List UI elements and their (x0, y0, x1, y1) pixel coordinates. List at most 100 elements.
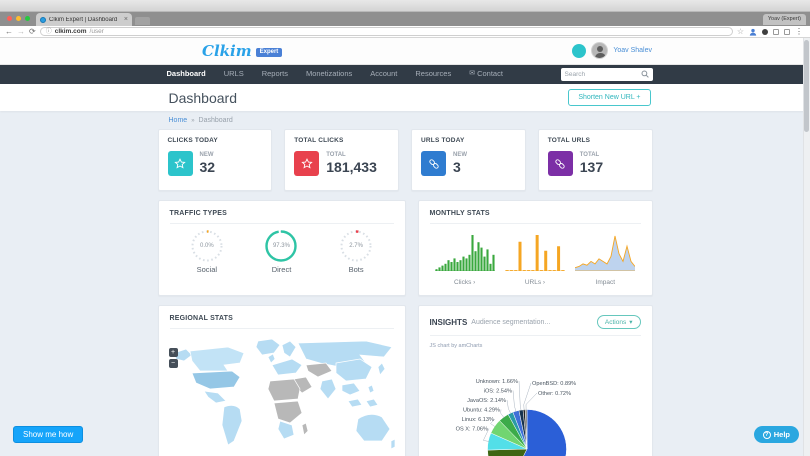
card-total-urls: TOTAL URLS TOTAL 137 (537, 129, 653, 191)
nav-item-account[interactable]: Account (370, 69, 398, 78)
regional-stats-card: REGIONAL STATS + − (157, 305, 406, 456)
card-urls-today: URLS TODAY NEW 3 (411, 129, 526, 191)
browser-menu-icon[interactable]: ⋮ (795, 26, 803, 36)
insights-subtitle: Audience segmentation... (471, 318, 551, 326)
map-zoom-controls: + − (168, 348, 178, 368)
stat-card-label: NEW (453, 152, 467, 158)
url-domain: clkim.com (54, 28, 87, 35)
urls-link[interactable]: URLs › (524, 279, 546, 286)
tab-close-icon[interactable]: × (123, 15, 128, 23)
actions-button[interactable]: Actions ▾ (596, 315, 641, 329)
extension-square-icon[interactable] (784, 28, 790, 35)
mini-chart-clicks: Clicks › (434, 233, 495, 286)
extension-square-icon[interactable] (773, 28, 779, 35)
nav-item-contact-label: Contact (477, 69, 503, 78)
svg-text:JavaOS: 2.14%: JavaOS: 2.14% (467, 398, 506, 404)
shorten-new-url-button[interactable]: Shorten New URL + (568, 89, 651, 106)
browser-profile-chip[interactable]: Yoav (Expert) (762, 14, 806, 25)
tab-title: Clkim Expert | Dashboard (49, 16, 118, 23)
nav-item-resources[interactable]: Resources (415, 69, 452, 78)
zoom-out-button[interactable]: − (168, 359, 178, 368)
zoom-in-button[interactable]: + (168, 348, 178, 357)
stat-cards-row: CLICKS TODAY NEW 32 TOTAL CLICKS TOTAL (157, 129, 653, 191)
nav-item-dashboard[interactable]: Dashboard (166, 69, 206, 78)
search-input[interactable] (564, 70, 641, 78)
logo-text: Clkim (202, 42, 252, 60)
divider (169, 328, 394, 329)
refresh-icon[interactable]: ⟳ (29, 26, 36, 36)
browser-tab[interactable]: Clkim Expert | Dashboard × (36, 13, 132, 26)
world-map[interactable] (170, 337, 396, 453)
gauge-bots: 2.7% Bots (324, 229, 388, 274)
profile-person-icon[interactable] (749, 28, 757, 36)
stat-card-label: TOTAL (579, 152, 600, 158)
gauge-label: Direct (271, 265, 292, 274)
divider (429, 223, 641, 224)
divider (429, 335, 641, 336)
extension-icon[interactable] (762, 28, 768, 35)
nav-search (560, 67, 653, 81)
impact-label: Impact (595, 279, 616, 286)
page-title-bar: Dashboard Shorten New URL + (0, 84, 810, 111)
clicks-bar-chart (434, 235, 495, 271)
help-button[interactable]: ? Help (753, 426, 799, 443)
nav-item-contact[interactable]: ✉ Contact (460, 64, 512, 84)
breadcrumb-separator: » (191, 117, 195, 124)
question-mark-icon: ? (762, 430, 771, 439)
bookmark-star-icon[interactable]: ☆ (736, 26, 744, 36)
minimize-window-icon[interactable] (16, 16, 21, 21)
window-title-bar (0, 0, 810, 12)
page-title: Dashboard (168, 89, 238, 106)
avatar[interactable] (591, 42, 609, 59)
nav-item-reports[interactable]: Reports (261, 69, 288, 78)
window-controls[interactable] (7, 16, 30, 21)
back-icon[interactable]: ← (5, 26, 13, 36)
gauge-label: Social (196, 265, 218, 274)
maximize-window-icon[interactable] (25, 16, 30, 21)
site-info-icon[interactable]: ⓘ (45, 28, 52, 35)
scrollbar-thumb[interactable] (804, 40, 809, 132)
forward-icon[interactable]: → (17, 26, 25, 36)
new-tab-button[interactable] (135, 17, 150, 25)
gauge-ring-social (191, 230, 223, 262)
scrollbar-track[interactable] (803, 38, 810, 456)
star-icon (167, 151, 193, 176)
notification-icon[interactable] (572, 43, 587, 58)
clkim-logo[interactable]: Clkim Expert (202, 42, 283, 60)
logo-expert-badge: Expert (255, 47, 283, 57)
monthly-stats-card: MONTHLY STATS Clicks › URLs › Impact (417, 200, 653, 296)
stat-card-label: TOTAL (326, 152, 346, 158)
nav-item-urls[interactable]: URLS (223, 69, 244, 78)
star-icon (294, 151, 320, 176)
show-me-how-button[interactable]: Show me how (13, 426, 84, 443)
gauge-direct: 97.3% Direct (249, 229, 313, 274)
browser-tab-bar: Clkim Expert | Dashboard × Yoav (Expert) (0, 12, 810, 26)
link-icon (421, 151, 446, 176)
stat-card-value: 137 (579, 159, 604, 175)
gauge-ring-bots (340, 230, 372, 262)
svg-text:iOS: 2.54%: iOS: 2.54% (483, 389, 511, 395)
os-pie-chart[interactable]: Unknown: 1.66% iOS: 2.54% JavaOS: 2.14% Ubu… (430, 349, 645, 456)
stat-card-value: 3 (453, 159, 461, 175)
breadcrumb-home[interactable]: Home (168, 117, 188, 124)
user-name[interactable]: Yoav Shalev (613, 47, 652, 54)
breadcrumb: Home » Dashboard (158, 117, 653, 124)
bottom-row: REGIONAL STATS + − (157, 305, 653, 456)
clicks-link[interactable]: Clicks › (454, 279, 476, 286)
mini-chart-impact: Impact (575, 233, 636, 286)
impact-area-chart (575, 235, 636, 271)
stat-card-value: 32 (199, 159, 216, 175)
app-header: Clkim Expert Yoav Shalev (0, 38, 810, 64)
breadcrumb-current: Dashboard (198, 117, 233, 124)
amcharts-credit[interactable]: JS chart by amCharts (429, 343, 483, 349)
nav-item-monetizations[interactable]: Monetizations (305, 69, 353, 78)
main-nav: Dashboard URLS Reports Monetizations Acc… (0, 64, 810, 84)
svg-text:OS X: 7.06%: OS X: 7.06% (455, 427, 487, 433)
header-user-area: Yoav Shalev (572, 42, 652, 59)
traffic-types-card: TRAFFIC TYPES 0.0% Social 97.3% Direct (157, 200, 406, 296)
close-window-icon[interactable] (7, 16, 12, 21)
urls-bar-chart (504, 235, 565, 271)
svg-text:Unknown: 1.66%: Unknown: 1.66% (475, 379, 517, 385)
url-field[interactable]: ⓘ clkim.com /user (39, 27, 733, 36)
content-area: Home » Dashboard CLICKS TODAY NEW 32 TOT… (0, 111, 810, 456)
